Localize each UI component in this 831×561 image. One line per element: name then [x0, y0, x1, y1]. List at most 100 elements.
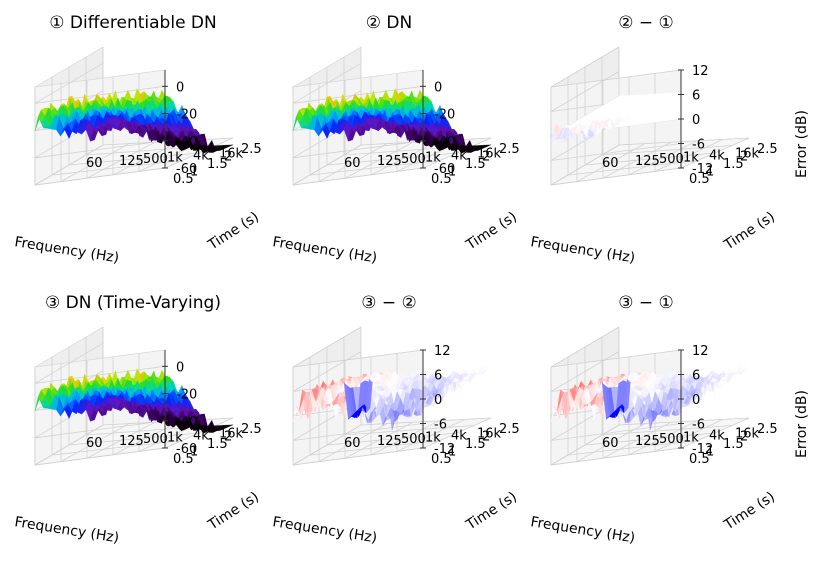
surface-cell — [225, 144, 234, 148]
x-axis-label: Frequency (Hz) — [13, 514, 120, 546]
x-axis-label: Frequency (Hz) — [13, 234, 120, 266]
z-tick-label: 0 — [434, 393, 442, 408]
gridline-z — [34, 144, 166, 186]
gridline-z — [292, 62, 424, 104]
panel-title: ② − ① — [618, 13, 674, 33]
y-axis-label: Time (s) — [463, 489, 520, 534]
y-tick-label: 2.5 — [241, 422, 262, 437]
z-axis-label: Error (dB) — [794, 110, 810, 178]
z-tick-label: -20 — [176, 388, 197, 403]
panel-title: ② DN — [366, 13, 412, 33]
panel-title: ① Differentiable DN — [49, 13, 216, 33]
y-tick-label: 2.5 — [757, 142, 778, 157]
x-tick-label: 1k — [425, 430, 441, 445]
x-tick-label: 500 — [401, 152, 426, 167]
x-tick-label: 1k — [167, 430, 183, 445]
x-tick-label: 16k — [735, 147, 760, 162]
z-axis-label: Error (dB) — [794, 390, 810, 458]
gridline-z — [550, 144, 682, 186]
surface-cell — [741, 88, 750, 92]
surface-cell — [483, 364, 492, 375]
z-tick-label: -60 — [434, 162, 455, 177]
y-tick-label: 2 — [224, 150, 232, 165]
z-tick-label: -6 — [692, 138, 705, 153]
z-tick-label: 6 — [692, 369, 700, 384]
x-tick-label: 1k — [425, 150, 441, 165]
panel-title: ③ − ① — [618, 293, 674, 313]
x-tick-label: 500 — [659, 152, 684, 167]
x-tick-label: 125 — [635, 434, 660, 449]
y-tick-label: 2 — [482, 150, 490, 165]
y-tick-label: 1.5 — [465, 157, 486, 172]
surface-cell — [741, 364, 750, 375]
z-tick-label: 12 — [434, 344, 451, 359]
surface-cell — [483, 144, 492, 148]
x-tick-label: 500 — [659, 432, 684, 447]
x-tick-label: 60 — [86, 156, 103, 171]
gridline-z — [34, 342, 166, 384]
z-tick-label: -20 — [434, 108, 455, 123]
z-tick-label: -60 — [176, 162, 197, 177]
y-tick-label: 1.5 — [207, 157, 228, 172]
x-tick-label: 60 — [86, 436, 103, 451]
x-tick-label: 125 — [119, 154, 144, 169]
y-tick-label: 2.5 — [241, 142, 262, 157]
z-tick-label: 0 — [434, 80, 442, 95]
y-tick-label: 1 — [706, 165, 714, 180]
x-tick-label: 500 — [143, 432, 168, 447]
z-tick-label: 0 — [176, 80, 184, 95]
surface — [34, 88, 234, 154]
y-axis-label: Time (s) — [205, 209, 262, 254]
y-axis-label: Time (s) — [721, 489, 778, 534]
y-tick-label: 2 — [740, 430, 748, 445]
x-tick-label: 60 — [602, 156, 619, 171]
z-tick-label: 12 — [692, 344, 709, 359]
z-tick-label: 6 — [434, 369, 442, 384]
z-tick-label: -12 — [692, 162, 713, 177]
y-tick-label: 2 — [224, 430, 232, 445]
x-tick-label: 125 — [635, 154, 660, 169]
surface — [292, 88, 492, 154]
x-axis-label: Frequency (Hz) — [271, 234, 378, 266]
gridline-z — [34, 424, 166, 466]
gridline-z — [550, 46, 682, 88]
y-tick-label: 0.5 — [689, 172, 710, 187]
panel-p2: 0 -20 -40 -60 60 125 500 1k 4k 16k 0.51 1.52 2.5 Freq… — [271, 13, 520, 266]
y-axis-label: Time (s) — [205, 489, 262, 534]
y-tick-label: 1 — [190, 445, 198, 460]
x-tick-label: 60 — [602, 436, 619, 451]
y-tick-label: 1 — [706, 445, 714, 460]
y-tick-label: 0.5 — [173, 172, 194, 187]
y-tick-label: 2 — [740, 150, 748, 165]
x-tick-label: 125 — [377, 434, 402, 449]
x-tick-label: 1k — [683, 430, 699, 445]
y-tick-label: 1 — [448, 165, 456, 180]
z-tick-label: -40 — [434, 135, 455, 150]
z-tick-label: -40 — [176, 135, 197, 150]
y-tick-label: 2 — [482, 430, 490, 445]
x-tick-label: 500 — [401, 432, 426, 447]
x-axis-label: Frequency (Hz) — [529, 514, 636, 546]
surface — [550, 88, 750, 144]
y-tick-label: 1.5 — [723, 157, 744, 172]
x-tick-label: 16k — [219, 147, 244, 162]
x-tick-label: 1k — [683, 150, 699, 165]
y-tick-label: 2.5 — [499, 422, 520, 437]
y-tick-label: 1 — [190, 165, 198, 180]
y-tick-label: 2.5 — [757, 422, 778, 437]
z-tick-label: 0 — [176, 360, 184, 375]
panel-p1: 0 -20 -40 -60 60 125 500 1k 4k 16k 0.51 1.52 2.5 Freq… — [13, 13, 262, 266]
y-tick-label: 2.5 — [499, 142, 520, 157]
gridline-z — [292, 144, 424, 186]
x-tick-label: 125 — [377, 154, 402, 169]
x-tick-label: 125 — [119, 434, 144, 449]
x-axis-label: Frequency (Hz) — [529, 234, 636, 266]
y-axis-label: Time (s) — [721, 209, 778, 254]
gridline-z — [34, 62, 166, 104]
x-tick-label: 16k — [477, 147, 502, 162]
panel-title: ③ − ② — [361, 293, 417, 313]
